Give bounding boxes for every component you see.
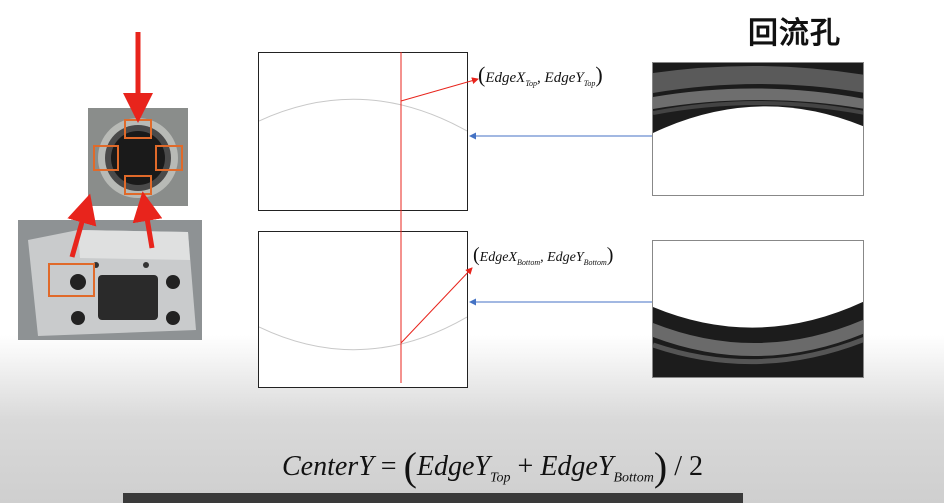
bottom-edge-image-graphic xyxy=(653,241,863,377)
top-point-arrow xyxy=(400,77,479,102)
hole-closeup-photo xyxy=(88,108,188,206)
left-edge-box xyxy=(93,145,119,171)
up-arrow-left xyxy=(67,193,97,258)
top-edge-panel xyxy=(258,52,468,211)
bottom-edge-image xyxy=(652,240,864,378)
panel-baseline xyxy=(258,392,878,393)
caption-bar xyxy=(123,493,743,503)
up-arrow-right xyxy=(132,191,163,249)
center-y-formula: CenterY = (EdgeYTop + EdgeYBottom) / 2 xyxy=(282,444,703,489)
top-edge-image-graphic xyxy=(653,63,863,195)
bottom-point-label: (EdgeXBottom, EdgeYBottom) xyxy=(473,244,614,267)
top-edge-curve xyxy=(258,98,468,132)
left-arrows xyxy=(67,32,163,258)
page-title: 回流孔 xyxy=(748,16,841,51)
hole-closeup-graphic xyxy=(88,108,188,206)
part-photo xyxy=(18,220,202,340)
right-edge-box xyxy=(155,145,183,171)
hole-highlight-box xyxy=(48,263,95,297)
part-photo-graphic xyxy=(18,220,202,340)
top-point-label: (EdgeXTop, EdgeYTop) xyxy=(478,62,603,88)
center-line-graphic xyxy=(400,52,652,383)
top-edge-image xyxy=(652,62,864,196)
bottom-edge-curve xyxy=(258,316,468,351)
bottom-point-arrow xyxy=(400,267,473,344)
